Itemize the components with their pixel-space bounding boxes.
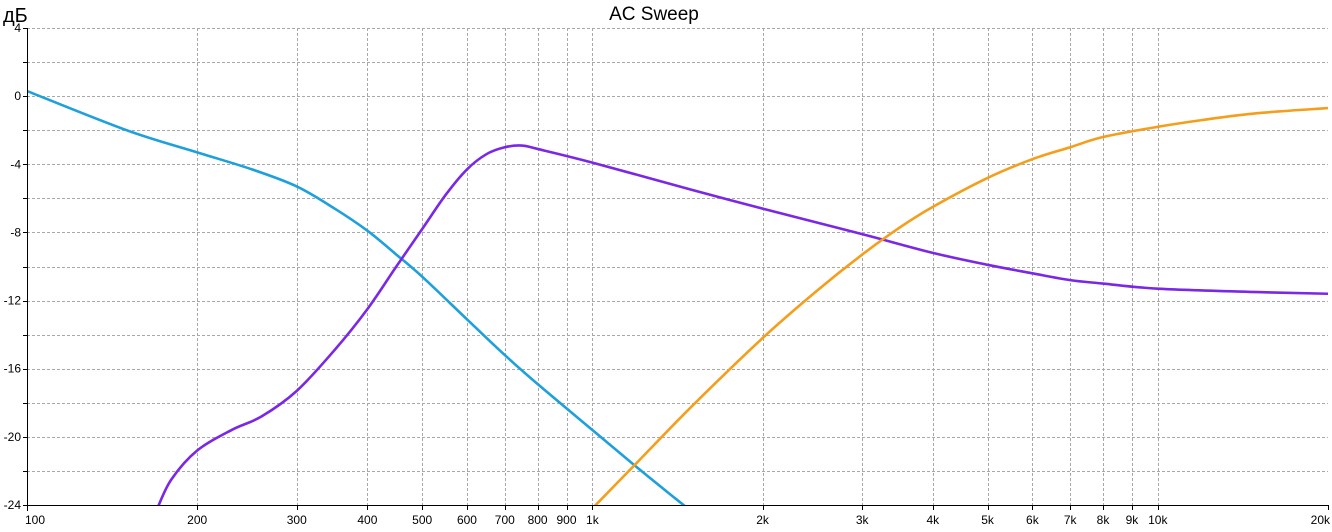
chart-title: AC Sweep	[609, 4, 699, 25]
y-tick-labels: 4 0 -4 -8 -12 -16 -20 -24	[4, 21, 22, 512]
x-tick-label: 9k	[1126, 513, 1140, 527]
x-tick-label: 200	[187, 513, 207, 527]
y-tick-label: -8	[10, 225, 21, 239]
y-tick-label: -12	[4, 294, 22, 308]
x-tick-label: 900	[557, 513, 577, 527]
x-tick-label: 400	[357, 513, 377, 527]
series-line	[593, 106, 1328, 505]
x-tick-label: 2k	[756, 513, 770, 527]
x-tick-label: 300	[287, 513, 307, 527]
y-tick-label: -20	[4, 430, 22, 444]
axes	[23, 28, 1329, 511]
series-line	[27, 89, 686, 505]
x-tick-label: 1k	[586, 513, 600, 527]
x-tick-label: 100	[25, 513, 45, 527]
y-tick-label: 0	[14, 89, 21, 103]
y-tick-label: -4	[10, 157, 21, 171]
x-tick-label: 5k	[981, 513, 995, 527]
x-tick-label: 8k	[1097, 513, 1111, 527]
x-tick-label: 4k	[926, 513, 940, 527]
x-tick-labels: 100 200 300 400 500 600 700 800 900 1k 2k 3k 4k 5k 6k 7…	[25, 513, 1331, 527]
y-tick-label: -24	[4, 498, 22, 512]
grid-lines	[27, 28, 1328, 506]
y-tick-label: -16	[4, 362, 22, 376]
x-tick-label: 7k	[1064, 513, 1078, 527]
x-tick-label: 6k	[1026, 513, 1040, 527]
x-tick-label: 700	[495, 513, 515, 527]
x-tick-label: 600	[457, 513, 477, 527]
x-tick-label: 20k	[1311, 513, 1331, 527]
x-tick-label: 500	[412, 513, 432, 527]
x-tick-label: 800	[528, 513, 548, 527]
y-axis-unit-label: дБ	[3, 5, 28, 27]
y-tick-label: 4	[14, 21, 21, 35]
series-line	[157, 144, 1328, 505]
series-curves	[27, 89, 1328, 505]
x-tick-label: 3k	[856, 513, 870, 527]
x-tick-label: 10k	[1148, 513, 1168, 527]
